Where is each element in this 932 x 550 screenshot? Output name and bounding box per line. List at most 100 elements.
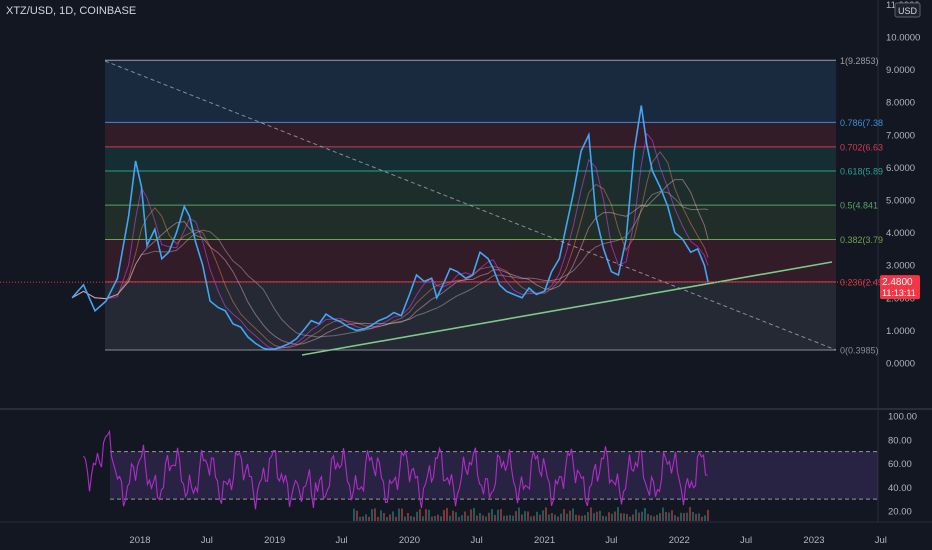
- resistance-trendline[interactable]: [104, 60, 837, 351]
- fib-zones: [105, 60, 836, 351]
- volume-bar: [631, 514, 634, 521]
- price-axis[interactable]: 0.00001.00002.00003.00004.00005.00006.00…: [886, 0, 920, 370]
- price-tick-label: 8.0000: [886, 98, 915, 109]
- current-price-label: 2.4800: [882, 277, 913, 288]
- volume-bar: [565, 513, 568, 521]
- volume-bar: [625, 514, 628, 521]
- volume-bar: [370, 509, 373, 521]
- volume-bar: [556, 516, 559, 521]
- volume-bar: [505, 515, 508, 521]
- volume-bar: [691, 512, 694, 521]
- fib-zone: [105, 205, 836, 240]
- time-axis[interactable]: 2018 Jul 2019 Jul 2020 Jul 2021 Jul 2022 Jul 2023 J…: [129, 535, 886, 546]
- moving-average-line: [71, 190, 709, 338]
- volume-bar: [382, 513, 385, 521]
- symbol-title[interactable]: XTZ/USD, 1D, COINBASE: [6, 5, 136, 17]
- volume-bar: [655, 514, 658, 521]
- volume-bar: [496, 509, 499, 521]
- volume-bar: [595, 511, 598, 521]
- volume-bar: [427, 509, 430, 521]
- volume-bar: [403, 516, 406, 521]
- volume-bar: [649, 515, 652, 521]
- volume-bar: [517, 507, 520, 521]
- volume-bar: [490, 509, 493, 521]
- volume-bar: [514, 511, 517, 521]
- price-tick-label: 3.0000: [886, 261, 915, 272]
- rsi-line: [83, 429, 708, 510]
- volume-bar: [421, 516, 424, 521]
- drawings[interactable]: [0, 60, 878, 356]
- volume-bar: [568, 510, 571, 521]
- fib-level-label: 0.786(7.38: [840, 118, 883, 128]
- volume-bar: [610, 513, 613, 521]
- volume-bar: [439, 516, 442, 521]
- volume-bar: [451, 510, 454, 521]
- volume-bar: [523, 511, 526, 521]
- fib-level-label: 0.702(6.63: [840, 142, 883, 152]
- volume-bar: [484, 516, 487, 521]
- currency-label: USD: [898, 6, 918, 16]
- volume-bar: [448, 515, 451, 521]
- volume-bar: [682, 513, 685, 521]
- volume-bar: [679, 512, 682, 521]
- fib-level-label: 0(0.3985): [840, 346, 879, 356]
- price-tick-label: 1.0000: [886, 326, 915, 337]
- volume-bar: [460, 515, 463, 521]
- volume-bar: [586, 512, 589, 521]
- price-series: [71, 105, 709, 351]
- volume-bar: [604, 516, 607, 521]
- volume-bar: [367, 516, 370, 521]
- volume-bar: [619, 513, 622, 521]
- volume-bar: [532, 515, 535, 521]
- volume-bar: [352, 508, 355, 521]
- time-tick-label: Jul: [335, 535, 347, 546]
- fib-level-label: 1(9.2853): [840, 56, 879, 66]
- volume-bar: [511, 515, 514, 521]
- volume-bar: [616, 507, 619, 521]
- volume-bar: [445, 507, 448, 521]
- volume-bar: [592, 513, 595, 521]
- price-line: [71, 105, 709, 351]
- volume-bar: [472, 507, 475, 521]
- volume-bar: [664, 511, 667, 521]
- support-trendline[interactable]: [301, 261, 833, 356]
- volume-bar: [661, 507, 664, 521]
- volume-bar: [574, 514, 577, 521]
- fib-zone: [105, 146, 836, 171]
- time-tick-label: Jul: [740, 535, 752, 546]
- volume-bar: [361, 516, 364, 521]
- volume-bar: [667, 512, 670, 521]
- rsi-tick-label: 60.00: [888, 459, 912, 470]
- rsi-pane[interactable]: [0, 410, 878, 520]
- volume-bar: [481, 515, 484, 521]
- price-tick-label: 4.0000: [886, 228, 915, 239]
- fib-zone: [105, 122, 836, 147]
- volume-bar: [589, 507, 592, 521]
- volume-bar: [424, 509, 427, 521]
- time-tick-label: 2020: [399, 535, 420, 546]
- currency-badge[interactable]: [894, 2, 921, 18]
- volume-bar: [643, 508, 646, 521]
- current-price-badge[interactable]: 2.4800 11:13:11: [880, 275, 920, 300]
- volume-bar: [580, 515, 583, 521]
- volume-bar: [673, 515, 676, 521]
- volume-bar: [355, 510, 358, 521]
- volume-bar: [658, 513, 661, 521]
- time-tick-label: 2023: [803, 535, 824, 546]
- volume-bar: [508, 515, 511, 521]
- volume-bar: [385, 516, 388, 521]
- volume-bar: [457, 516, 460, 521]
- volume-bar: [547, 514, 550, 521]
- volume-bar: [454, 512, 457, 521]
- volume-bar: [487, 512, 490, 521]
- price-pane[interactable]: [0, 0, 878, 408]
- volume-bar: [397, 508, 400, 521]
- time-tick-label: 2021: [534, 535, 555, 546]
- rsi-axis[interactable]: 20.00 40.00 60.00 80.00 100.00: [888, 412, 917, 518]
- volume-bar: [703, 515, 706, 521]
- volume-bar: [475, 515, 478, 521]
- volume-bar: [442, 510, 445, 521]
- fib-level-label: 0.618(5.89: [840, 166, 883, 176]
